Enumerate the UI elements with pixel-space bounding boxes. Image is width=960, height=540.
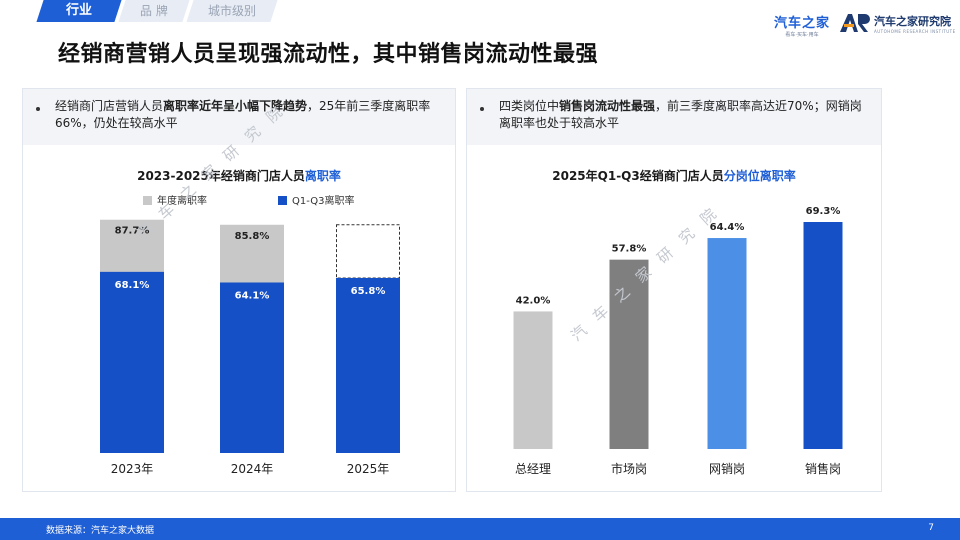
x-tick-label: 总经理 — [515, 462, 551, 476]
chart-title-left-pre: 2023-2025年经销商门店人员 — [137, 169, 305, 183]
bar-position — [803, 222, 843, 449]
chart-title-right-highlight: 分岗位离职率 — [723, 169, 796, 183]
autohome-logo-text: 汽车之家 — [774, 16, 831, 31]
research-institute-subname: AUTOHOME RESEARCH INSTITUTE — [874, 28, 956, 34]
left-note-pre: 经销商门店营销人员 — [55, 99, 164, 113]
right-note-text: 四类岗位中销售岗流动性最强，前三季度离职率高达近70%；网销岗离职率也处于较高水… — [499, 98, 871, 132]
data-source: 数据来源：汽车之家大数据 — [46, 526, 155, 536]
right-note-bold: 销售岗流动性最强 — [559, 99, 656, 113]
data-label-position: 64.4% — [710, 222, 745, 233]
data-label-position: 69.3% — [806, 206, 841, 217]
bar-q1q3 — [220, 282, 284, 453]
x-tick-label: 2024年 — [231, 462, 274, 476]
bar-annual-forecast — [336, 224, 400, 279]
data-label-annual: 85.8% — [235, 231, 270, 242]
research-institute-name: 汽车之家研究院 — [874, 14, 951, 28]
bar-position — [609, 259, 649, 449]
tab-city-level-label: 城市级别 — [207, 4, 256, 18]
autohome-logo: 汽车之家 看车·买车·用车 — [774, 12, 830, 38]
data-label-annual: 87.7% — [115, 226, 150, 237]
chart-title-right-pre: 2025年Q1-Q3经销商门店人员 — [552, 169, 724, 183]
bullet-dot — [480, 107, 484, 111]
left-panel: 经销商门店营销人员离职率近年呈小幅下降趋势，25年前三季度离职率66%，仍处在较… — [22, 88, 456, 492]
chart-title-right: 2025年Q1-Q3经销商门店人员分岗位离职率 — [467, 167, 881, 184]
position-turnover-chart: 42.0% 总经理 57.8% 市场岗 64.4% 网销岗 69.3% 销售岗 — [513, 206, 843, 476]
page-number: 7 — [928, 523, 934, 533]
tab-industry-label: 行业 — [66, 3, 93, 18]
yearly-turnover-chart: 年度离职率 Q1-Q3离职率 87.7% 68.1% 2023年 85.8% 64.1% 20… — [100, 194, 400, 476]
top-tab-bar: 行业 品 牌 城市级别 — [36, 0, 278, 22]
x-tick-label: 2023年 — [111, 462, 154, 476]
chart-title-left: 2023-2025年经销商门店人员离职率 — [23, 167, 455, 184]
tab-city-level[interactable]: 城市级别 — [186, 0, 278, 22]
left-note-post: ，25年前三季度离职率66%，仍处在较高水平 — [55, 99, 431, 130]
left-note-bold: 离职率近年呈小幅下降趋势 — [163, 99, 308, 113]
left-note: 经销商门店营销人员离职率近年呈小幅下降趋势，25年前三季度离职率66%，仍处在较… — [23, 89, 455, 145]
right-note-pre: 四类岗位中 — [499, 99, 560, 113]
x-tick-label: 2025年 — [347, 462, 390, 476]
data-label-q1q3: 65.8% — [351, 286, 386, 297]
autohome-logo-subtext: 看车·买车·用车 — [785, 32, 819, 38]
data-label-q1q3: 64.1% — [235, 290, 270, 301]
tab-brand[interactable]: 品 牌 — [118, 0, 190, 22]
right-note: 四类岗位中销售岗流动性最强，前三季度离职率高达近70%；网销岗离职率也处于较高水… — [467, 89, 881, 145]
research-institute-mark-icon — [840, 14, 870, 32]
bar-q1q3 — [100, 271, 164, 453]
x-tick-label: 网销岗 — [709, 462, 745, 476]
data-label-position: 57.8% — [612, 244, 647, 255]
legend-swatch-annual — [143, 196, 152, 205]
right-panel: 四类岗位中销售岗流动性最强，前三季度离职率高达近70%；网销岗离职率也处于较高水… — [466, 88, 882, 492]
research-institute-logo: 汽车之家研究院 AUTOHOME RESEARCH INSTITUTE — [838, 12, 956, 34]
bar-position — [513, 311, 553, 449]
bullet-dot — [36, 107, 40, 111]
bar-position — [707, 238, 747, 449]
bar-q1q3 — [336, 277, 400, 453]
page-title: 经销商营销人员呈现强流动性，其中销售岗流动性最强 — [58, 42, 599, 67]
data-label-position: 42.0% — [516, 295, 551, 306]
footer-bar: 数据来源：汽车之家大数据 7 — [0, 518, 960, 540]
legend-label-q1q3: Q1-Q3离职率 — [292, 194, 354, 207]
legend-label-annual: 年度离职率 — [157, 194, 207, 207]
data-label-q1q3: 68.1% — [115, 280, 150, 291]
tab-industry[interactable]: 行业 — [36, 0, 122, 22]
tab-brand-label: 品 牌 — [140, 4, 168, 18]
x-tick-label: 市场岗 — [611, 461, 647, 476]
legend-swatch-q1q3 — [278, 196, 287, 205]
left-note-text: 经销商门店营销人员离职率近年呈小幅下降趋势，25年前三季度离职率66%，仍处在较… — [55, 98, 445, 132]
right-note-post: ，前三季度离职率高达近70%；网销岗离职率也处于较高水平 — [499, 99, 862, 130]
chart-title-left-highlight: 离职率 — [304, 169, 341, 183]
x-tick-label: 销售岗 — [805, 461, 841, 476]
